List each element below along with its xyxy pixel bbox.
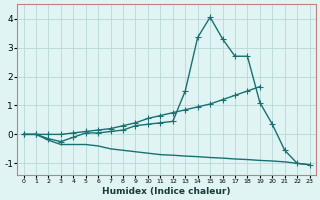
X-axis label: Humidex (Indice chaleur): Humidex (Indice chaleur) — [102, 187, 231, 196]
